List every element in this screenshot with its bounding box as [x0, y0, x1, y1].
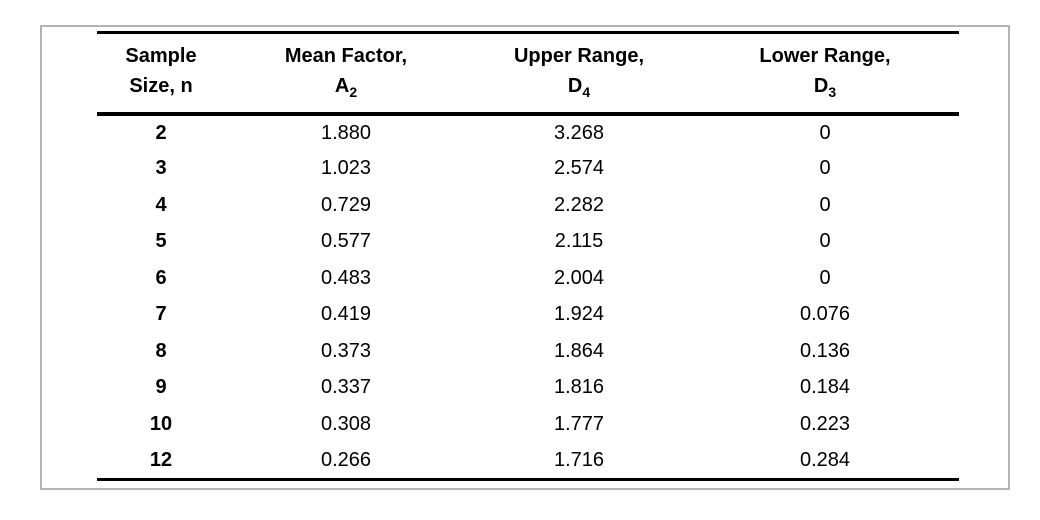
cell-d4: 2.282: [553, 193, 605, 216]
cell-n: 6: [155, 266, 167, 289]
cell-d3: 0: [819, 230, 831, 253]
header-subscript: 4: [582, 84, 591, 100]
cell-d3: 0.184: [799, 376, 851, 399]
header-subscript: 2: [349, 84, 358, 100]
cell-d3: 0: [819, 121, 831, 144]
cell-n: 10: [149, 412, 173, 435]
cell-a2: 1.880: [320, 121, 372, 144]
cell-d4: 2.574: [553, 157, 605, 180]
table-row: 6 0.483 2.004 0: [97, 260, 959, 297]
col-header-lower-range: Lower Range, D3: [691, 32, 959, 116]
cell-n: 4: [155, 193, 167, 216]
header-line1: Lower Range,: [759, 45, 891, 67]
cell-d3: 0.076: [799, 303, 851, 326]
control-chart-factors-table: Sample Size, n Mean Factor, A2 Upper Ran…: [97, 31, 959, 481]
table-row: 3 1.023 2.574 0: [97, 151, 959, 188]
cell-a2: 0.577: [320, 230, 372, 253]
table-panel: Sample Size, n Mean Factor, A2 Upper Ran…: [40, 25, 1010, 490]
header-subscript: 3: [828, 84, 837, 100]
cell-n: 7: [155, 303, 167, 326]
cell-d4: 2.115: [554, 230, 604, 253]
cell-a2: 0.373: [320, 339, 372, 362]
cell-d3: 0: [819, 266, 831, 289]
cell-a2: 0.729: [320, 193, 372, 216]
cell-n: 12: [149, 448, 173, 471]
cell-n: 8: [155, 339, 167, 362]
cell-a2: 0.266: [320, 448, 372, 471]
col-header-mean-factor: Mean Factor, A2: [225, 32, 467, 116]
table-row: 9 0.337 1.816 0.184: [97, 370, 959, 407]
cell-a2: 0.308: [320, 412, 372, 435]
table-body: 2 1.880 3.268 0 3 1.023 2.574 0 4 0.729 …: [97, 114, 959, 479]
table-row: 12 0.266 1.716 0.284: [97, 443, 959, 480]
cell-d4: 1.924: [553, 303, 605, 326]
table-row: 5 0.577 2.115 0: [97, 224, 959, 261]
header-line1: Mean Factor,: [284, 45, 408, 67]
cell-d3: 0.223: [799, 412, 851, 435]
cell-d4: 1.716: [553, 448, 605, 471]
table-row: 2 1.880 3.268 0: [97, 114, 959, 151]
header-line1: Upper Range,: [513, 45, 645, 67]
cell-d4: 3.268: [553, 121, 605, 144]
cell-d3: 0: [819, 193, 831, 216]
col-header-sample-size: Sample Size, n: [97, 32, 225, 116]
cell-a2: 0.483: [320, 266, 372, 289]
header-symbol: D3: [813, 75, 837, 100]
cell-d3: 0: [819, 157, 831, 180]
cell-n: 2: [155, 121, 167, 144]
cell-n: 9: [155, 376, 167, 399]
cell-d4: 2.004: [553, 266, 605, 289]
table-row: 8 0.373 1.864 0.136: [97, 333, 959, 370]
cell-d3: 0.284: [799, 448, 851, 471]
cell-n: 3: [155, 157, 167, 180]
col-header-upper-range: Upper Range, D4: [467, 32, 691, 116]
table-header: Sample Size, n Mean Factor, A2 Upper Ran…: [97, 32, 959, 116]
table-row: 10 0.308 1.777 0.223: [97, 406, 959, 443]
header-line2: Size, n: [129, 75, 193, 97]
header-symbol: A2: [334, 75, 358, 100]
cell-d4: 1.816: [553, 376, 605, 399]
cell-d4: 1.864: [553, 339, 605, 362]
header-line1: Sample: [125, 45, 197, 67]
cell-n: 5: [155, 230, 167, 253]
cell-a2: 1.023: [320, 157, 372, 180]
cell-a2: 0.419: [320, 303, 372, 326]
header-symbol: D4: [567, 75, 591, 100]
cell-a2: 0.337: [320, 376, 372, 399]
table-row: 4 0.729 2.282 0: [97, 187, 959, 224]
header-row: Sample Size, n Mean Factor, A2 Upper Ran…: [97, 32, 959, 116]
cell-d3: 0.136: [799, 339, 851, 362]
cell-d4: 1.777: [553, 412, 605, 435]
table-row: 7 0.419 1.924 0.076: [97, 297, 959, 334]
